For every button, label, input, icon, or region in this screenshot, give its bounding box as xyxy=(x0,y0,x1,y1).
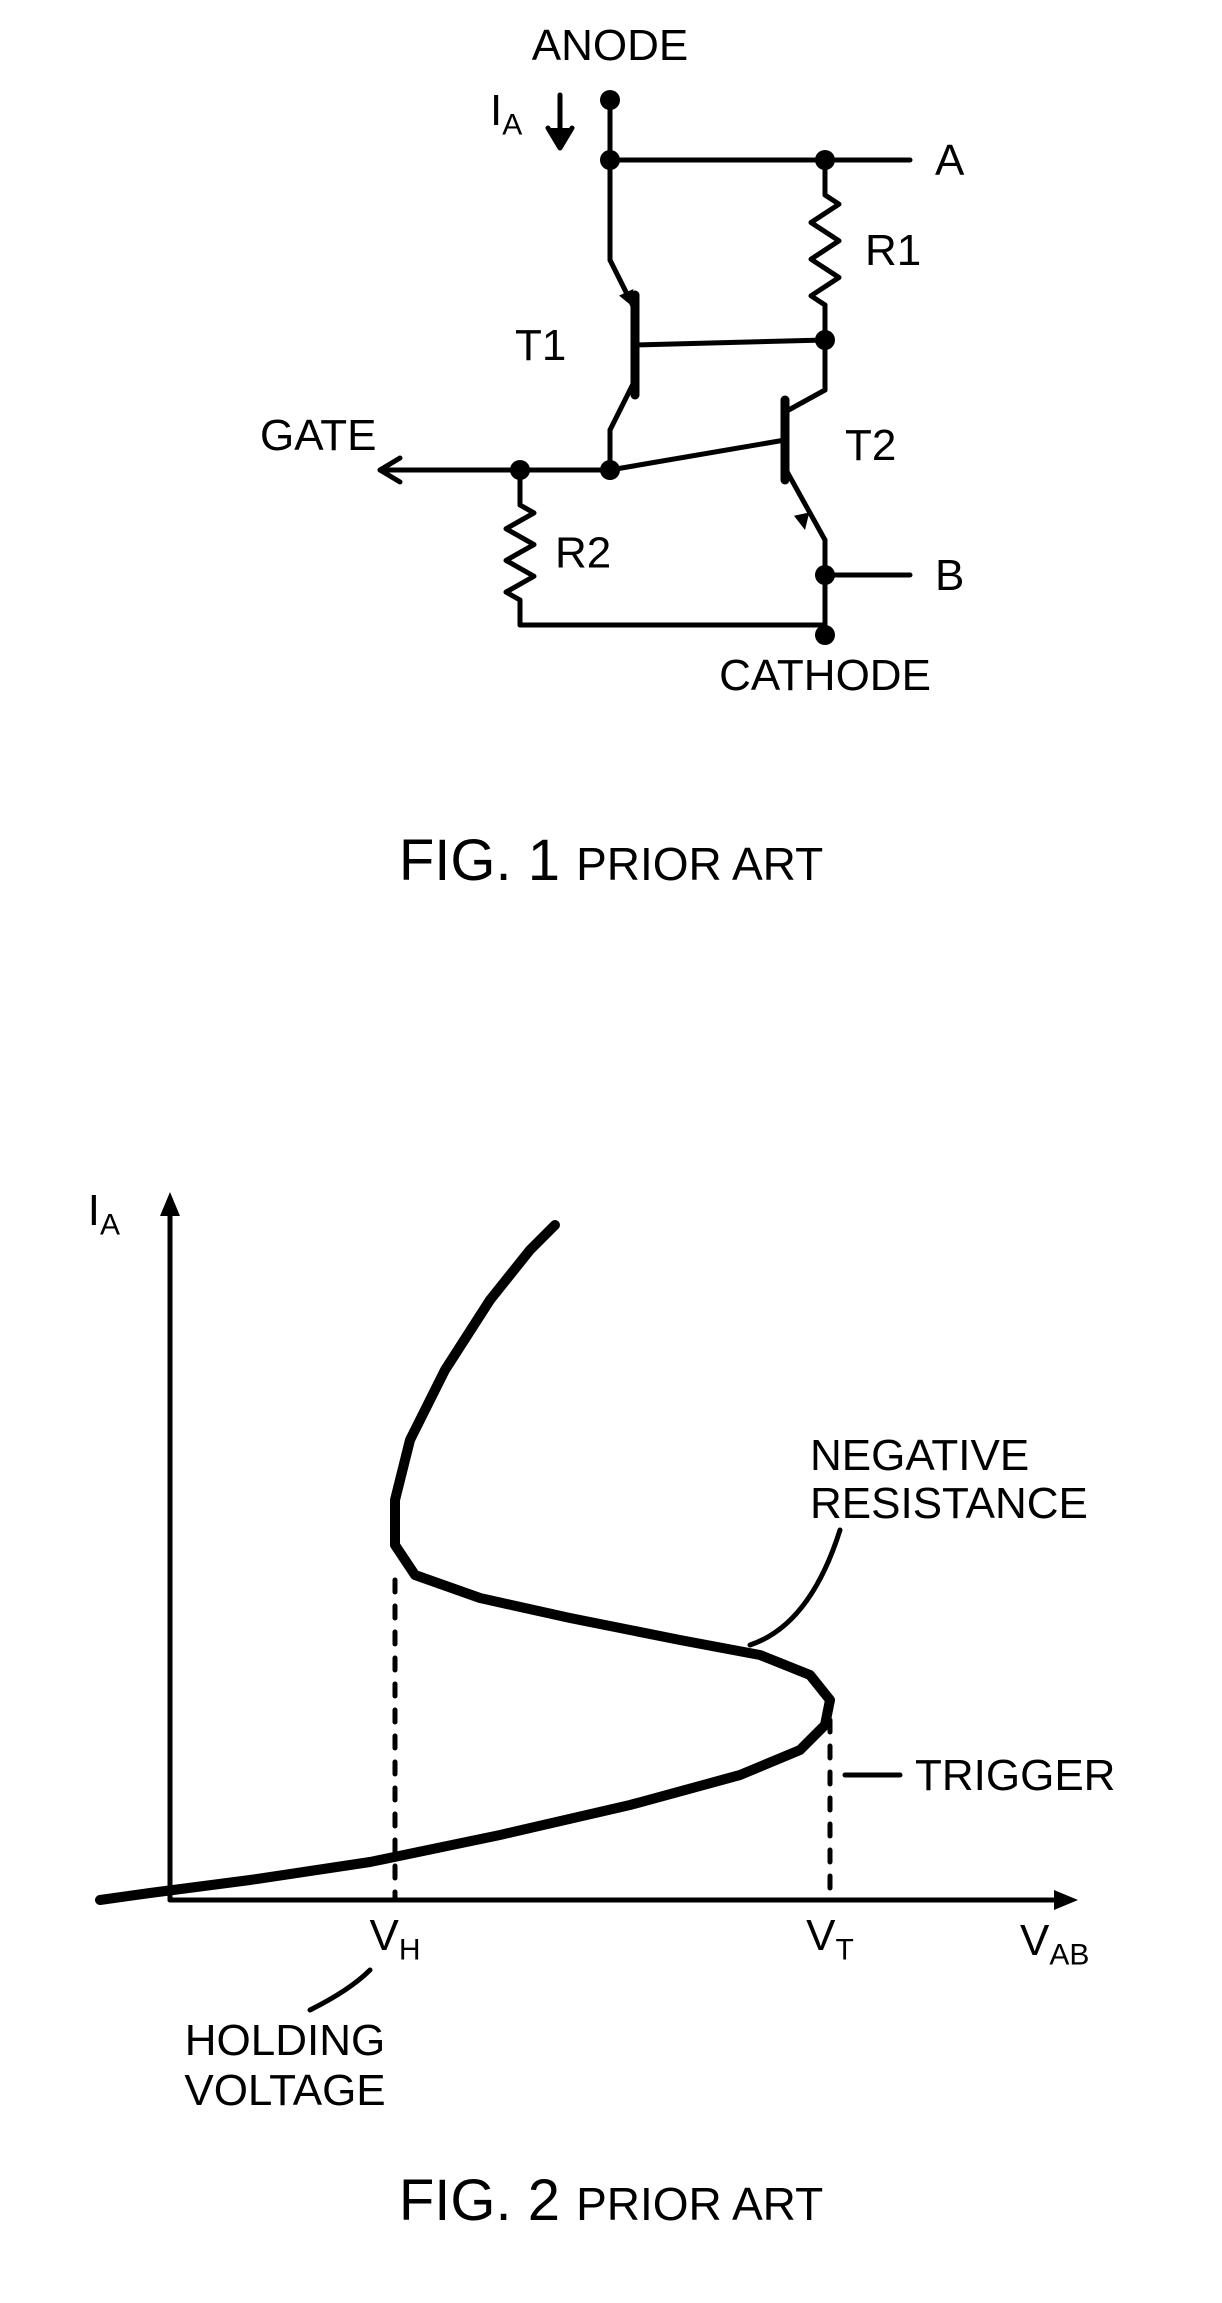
gate-label: GATE xyxy=(260,411,377,460)
fig1-caption: FIG. 1 PRIOR ART xyxy=(399,828,823,893)
trigger-label: TRIGGER xyxy=(915,1751,1115,1800)
t2-label: T2 xyxy=(845,421,896,470)
vh-label: VH xyxy=(369,1911,420,1967)
node-b-label: B xyxy=(935,551,964,600)
negres-label-2: RESISTANCE xyxy=(810,1479,1088,1528)
hold-label-2: VOLTAGE xyxy=(184,2066,385,2115)
chart-ia-label: IA xyxy=(88,1186,120,1242)
fig2-caption: FIG. 2 PRIOR ART xyxy=(399,2168,823,2233)
t1-label: T1 xyxy=(515,321,566,370)
hold-label-1: HOLDING xyxy=(185,2016,385,2065)
node-a-label: A xyxy=(935,136,965,185)
iv-curve xyxy=(100,1225,830,1900)
anode-label: ANODE xyxy=(532,21,688,70)
negres-label-1: NEGATIVE xyxy=(810,1431,1029,1480)
r2-label: R2 xyxy=(555,529,611,578)
cathode-label: CATHODE xyxy=(719,651,931,700)
vt-label: VT xyxy=(806,1911,854,1967)
ia-label: IA xyxy=(490,86,522,142)
chart-vab-label: VAB xyxy=(1020,1916,1089,1972)
r1-label: R1 xyxy=(865,226,921,275)
